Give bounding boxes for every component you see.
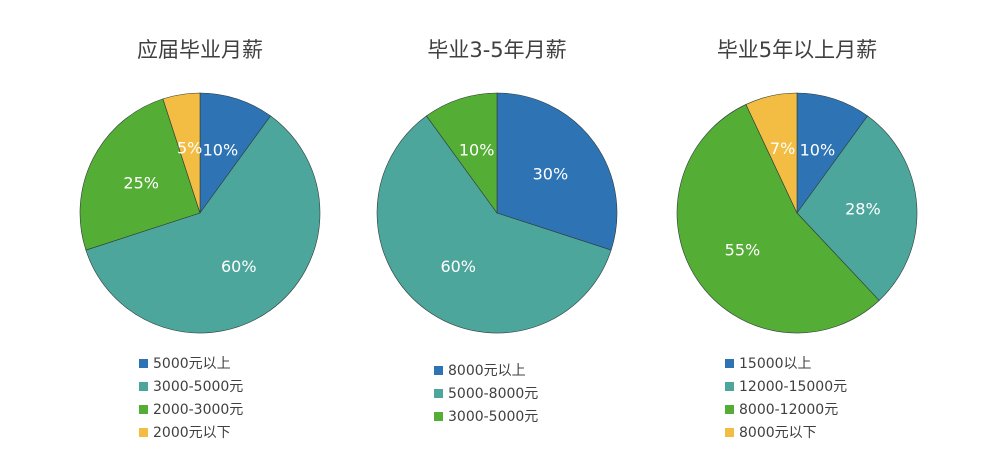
legend-item-3: 2000元以下 bbox=[139, 422, 243, 445]
chart-title: 毕业3-5年月薪 bbox=[427, 38, 567, 62]
pie-slice-2 bbox=[79, 98, 201, 251]
legend-label: 15000以上 bbox=[739, 356, 812, 372]
legend-label: 8000元以上 bbox=[448, 363, 526, 379]
legend-item-0: 8000元以上 bbox=[434, 360, 538, 383]
legend-swatch bbox=[434, 366, 443, 375]
legend-label: 3000-5000元 bbox=[448, 409, 539, 425]
pie-slice-3 bbox=[162, 92, 201, 214]
pie-slice-1 bbox=[376, 115, 612, 334]
legend-label: 5000元以上 bbox=[153, 356, 231, 372]
legend: 8000元以上 5000-8000元 3000-5000元 bbox=[434, 360, 538, 429]
legend-item-1: 5000-8000元 bbox=[434, 383, 538, 406]
legend-swatch bbox=[139, 382, 148, 391]
slice-data-label-0: 10% bbox=[800, 141, 836, 160]
pie-slice-0 bbox=[199, 92, 271, 214]
legend-swatch bbox=[725, 428, 734, 437]
slice-data-label-1: 28% bbox=[845, 199, 881, 218]
legend-label: 8000元以下 bbox=[739, 425, 817, 441]
slice-data-label-2: 25% bbox=[123, 174, 159, 193]
legend-swatch bbox=[434, 412, 443, 421]
pie-slice-1 bbox=[796, 115, 918, 301]
legend-label: 12000-15000元 bbox=[739, 379, 848, 395]
pie-plot: 10% 28% 55% 7% bbox=[676, 92, 918, 334]
legend-label: 8000-12000元 bbox=[739, 402, 839, 418]
chart-title: 应届毕业月薪 bbox=[137, 38, 263, 62]
legend-swatch bbox=[139, 405, 148, 414]
legend-label: 5000-8000元 bbox=[448, 386, 539, 402]
legend-item-1: 3000-5000元 bbox=[139, 376, 243, 399]
legend-swatch bbox=[434, 389, 443, 398]
pie-slice-0 bbox=[796, 92, 868, 214]
legend-item-2: 3000-5000元 bbox=[434, 406, 538, 429]
legend-item-1: 12000-15000元 bbox=[725, 376, 847, 399]
legend-label: 2000-3000元 bbox=[153, 402, 244, 418]
legend-swatch bbox=[725, 382, 734, 391]
pie-plot: 30% 60% 10% bbox=[376, 92, 618, 334]
chart-title: 毕业5年以上月薪 bbox=[716, 38, 878, 62]
slice-data-label-1: 60% bbox=[440, 257, 476, 276]
legend-label: 2000元以下 bbox=[153, 425, 231, 441]
slice-data-label-2: 10% bbox=[459, 141, 495, 160]
legend-item-0: 5000元以上 bbox=[139, 353, 243, 376]
pie-slice-3 bbox=[745, 92, 798, 214]
pie-slice-0 bbox=[496, 92, 618, 251]
slice-data-label-3: 7% bbox=[770, 139, 795, 158]
slice-data-label-0: 10% bbox=[203, 141, 239, 160]
pie-slice-1 bbox=[85, 115, 321, 334]
pie-slice-2 bbox=[426, 92, 498, 214]
slice-data-label-3: 5% bbox=[177, 138, 202, 157]
legend-item-0: 15000以上 bbox=[725, 353, 847, 376]
legend-swatch bbox=[139, 359, 148, 368]
legend-item-3: 8000元以下 bbox=[725, 422, 847, 445]
legend-swatch bbox=[725, 405, 734, 414]
legend-swatch bbox=[725, 359, 734, 368]
legend-swatch bbox=[139, 428, 148, 437]
legend-item-2: 2000-3000元 bbox=[139, 399, 243, 422]
slice-data-label-1: 60% bbox=[221, 257, 257, 276]
slice-data-label-0: 30% bbox=[533, 165, 569, 184]
slice-data-label-2: 55% bbox=[725, 241, 761, 260]
pie-slice-2 bbox=[676, 104, 880, 334]
legend-item-2: 8000-12000元 bbox=[725, 399, 847, 422]
legend: 5000元以上 3000-5000元 2000-3000元 2000元以下 bbox=[139, 353, 243, 445]
pie-plot: 10% 60% 25% 5% bbox=[79, 92, 321, 334]
legend-label: 3000-5000元 bbox=[153, 379, 244, 395]
legend: 15000以上 12000-15000元 8000-12000元 8000元以下 bbox=[725, 353, 847, 445]
